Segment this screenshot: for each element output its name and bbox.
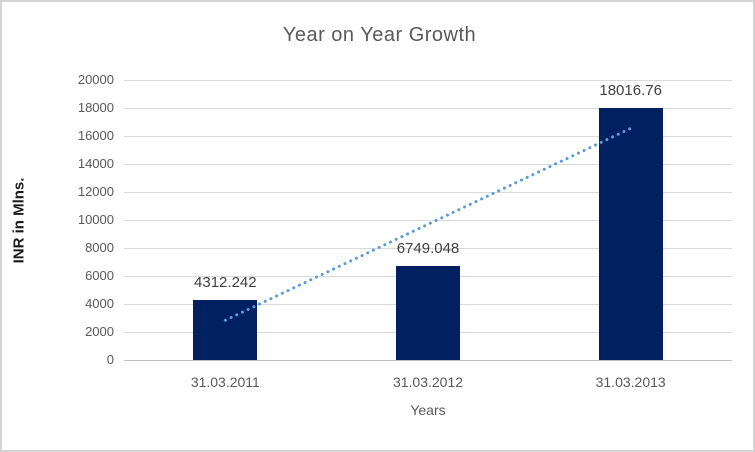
y-tick-label: 6000 bbox=[85, 268, 114, 283]
y-tick-label: 20000 bbox=[77, 72, 114, 87]
y-tick-label: 14000 bbox=[77, 156, 114, 171]
x-tick-label: 31.03.2013 bbox=[595, 374, 666, 390]
chart-title: Year on Year Growth bbox=[282, 24, 477, 46]
gridline bbox=[124, 79, 732, 81]
gridline bbox=[124, 107, 732, 109]
y-tick-label: 4000 bbox=[85, 296, 114, 311]
y-tick-label: 0 bbox=[106, 352, 114, 367]
plot-area: 4312.242 6749.048 18016.76 bbox=[124, 79, 732, 361]
gridline bbox=[124, 191, 732, 193]
bar-data-label: 18016.76 bbox=[599, 81, 662, 99]
bar bbox=[598, 107, 663, 360]
y-tick-label: 18000 bbox=[77, 100, 114, 115]
y-tick-label: 10000 bbox=[77, 212, 114, 227]
y-tick-label: 12000 bbox=[77, 184, 114, 199]
gridline bbox=[124, 359, 732, 361]
y-tick-label: 8000 bbox=[85, 240, 114, 255]
bar-data-label: 4312.242 bbox=[194, 273, 257, 291]
gridline bbox=[124, 219, 732, 221]
x-tick-label: 31.03.2011 bbox=[190, 374, 260, 390]
x-tick-label: 31.03.2012 bbox=[392, 374, 464, 390]
gridline bbox=[124, 135, 732, 137]
x-axis-title: Years bbox=[410, 402, 446, 418]
trendline bbox=[223, 126, 633, 322]
bar bbox=[396, 265, 460, 360]
gridline bbox=[124, 247, 732, 249]
y-tick-label: 2000 bbox=[85, 324, 114, 339]
y-axis-title: INR in Mlns. bbox=[10, 177, 28, 264]
gridline bbox=[124, 163, 732, 165]
bar-data-label: 6749.048 bbox=[396, 239, 460, 257]
y-tick-label: 16000 bbox=[77, 128, 114, 143]
